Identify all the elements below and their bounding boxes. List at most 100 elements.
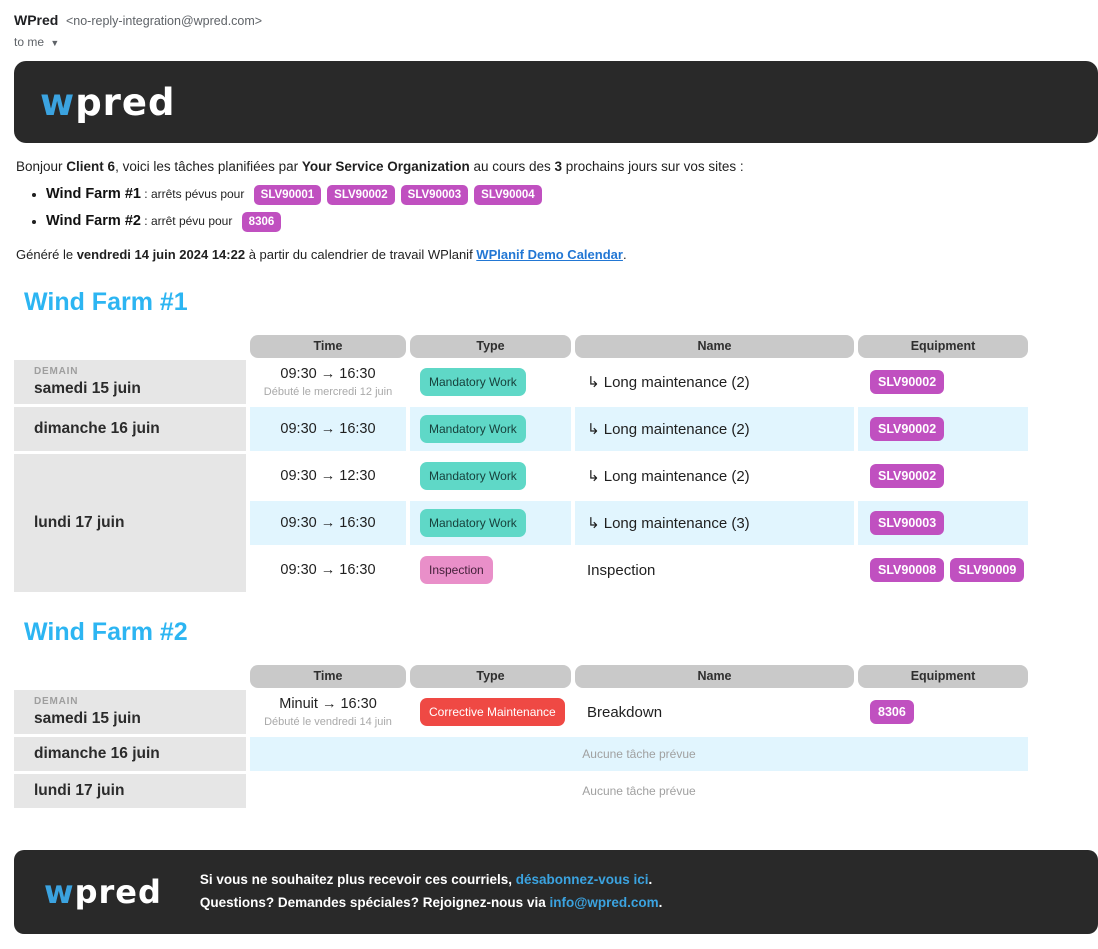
farm-section: Wind Farm #1 Time Type Name Equipment DEMAIN s… bbox=[14, 288, 1098, 592]
logo-w: w bbox=[40, 80, 76, 124]
task-name-cell: ↳ Long maintenance (2) bbox=[575, 454, 854, 498]
equipment-badge: SLV90002 bbox=[870, 370, 945, 394]
equipment-badge: SLV90008 bbox=[870, 558, 945, 582]
generated-datetime: vendredi 14 juin 2024 14:22 bbox=[76, 247, 246, 262]
intro-suffix: prochains jours sur vos sites : bbox=[562, 159, 744, 174]
header-spacer bbox=[14, 335, 246, 358]
date-label: samedi 15 juin bbox=[34, 710, 141, 727]
day-row-group: lundi 17 juin Aucune tâche prévue bbox=[14, 774, 1030, 808]
header-spacer bbox=[14, 665, 246, 688]
equipment-badge: 8306 bbox=[241, 212, 282, 232]
date-label: samedi 15 juin bbox=[34, 380, 141, 397]
footer-text: Si vous ne souhaitez plus recevoir ces c… bbox=[200, 869, 663, 915]
equipment-badge: 8306 bbox=[870, 700, 914, 724]
date-cell: DEMAIN samedi 15 juin bbox=[14, 360, 246, 404]
time-range: 09:30 → 16:30 bbox=[280, 515, 376, 531]
date-label: lundi 17 juin bbox=[34, 514, 125, 531]
day-row-group: lundi 17 juin 09:30 → 12:30 Mandatory Work… bbox=[14, 454, 1030, 592]
time-cell: 09:30 → 16:30 bbox=[250, 548, 406, 592]
unsubscribe-link[interactable]: désabonnez-vous ici bbox=[515, 872, 649, 888]
time-note: Débuté le vendredi 14 juin bbox=[264, 716, 392, 728]
type-cell: Mandatory Work bbox=[410, 360, 571, 404]
organization-name: Your Service Organization bbox=[301, 159, 470, 174]
equipment-badge: SLV90002 bbox=[327, 185, 395, 205]
chevron-down-icon: ▼ bbox=[50, 38, 60, 48]
type-cell: Mandatory Work bbox=[410, 454, 571, 498]
equipment-cell: 8306 bbox=[858, 690, 1028, 734]
farm-title: Wind Farm #1 bbox=[24, 288, 188, 316]
generated-suffix: . bbox=[622, 247, 627, 262]
contact-suffix: . bbox=[658, 895, 663, 910]
task-type-badge: Corrective Maintenance bbox=[420, 698, 565, 726]
time-cell: 09:30 → 16:30 bbox=[250, 501, 406, 545]
day-row-group: DEMAIN samedi 15 juin Minuit → 16:30 Débuté… bbox=[14, 690, 1030, 734]
site-name: Wind Farm #2 bbox=[46, 213, 141, 229]
date-cell: lundi 17 juin bbox=[14, 774, 246, 808]
recipient-dropdown[interactable]: to me ▼ bbox=[14, 35, 1098, 49]
type-cell: Inspection bbox=[410, 548, 571, 592]
calendar-link[interactable]: WPlanif Demo Calendar bbox=[476, 247, 623, 262]
site-summary-item: Wind Farm #1 : arrêts pévus pour SLV9000… bbox=[46, 185, 1098, 205]
brand-header: wpred bbox=[14, 61, 1098, 143]
unsubscribe-suffix: . bbox=[648, 872, 653, 888]
task-type-badge: Mandatory Work bbox=[420, 368, 526, 396]
equipment-badge: SLV90004 bbox=[474, 185, 542, 205]
task-name-cell: Inspection bbox=[575, 548, 854, 592]
column-header: Time bbox=[250, 665, 406, 688]
task-name-cell: ↳ Long maintenance (2) bbox=[575, 407, 854, 451]
equipment-badge: SLV90009 bbox=[950, 558, 1025, 582]
time-range: 09:30 → 16:30 bbox=[280, 562, 376, 578]
time-range: 09:30 → 12:30 bbox=[280, 468, 376, 484]
contact-email-link[interactable]: info@wpred.com bbox=[549, 895, 659, 910]
date-label: dimanche 16 juin bbox=[34, 420, 160, 437]
site-name: Wind Farm #1 bbox=[46, 186, 141, 202]
email-footer: wpred Si vous ne souhaitez plus recevoir… bbox=[14, 850, 1098, 934]
column-header: Name bbox=[575, 335, 854, 358]
time-cell: 09:30 → 16:30 Débuté le mercredi 12 juin bbox=[250, 360, 406, 404]
no-task-cell: Aucune tâche prévue bbox=[250, 737, 1028, 771]
no-task-cell: Aucune tâche prévue bbox=[250, 774, 1028, 808]
site-summary-item: Wind Farm #2 : arrêt pévu pour 8306 bbox=[46, 212, 1098, 232]
date-cell: lundi 17 juin bbox=[14, 454, 246, 592]
type-cell: Mandatory Work bbox=[410, 407, 571, 451]
column-header: Type bbox=[410, 665, 571, 688]
equipment-cell: SLV90002 bbox=[858, 360, 1028, 404]
day-row-group: DEMAIN samedi 15 juin 09:30 → 16:30 Débuté … bbox=[14, 360, 1030, 404]
contact-prefix: Questions? Demandes spéciales? Rejoignez… bbox=[199, 895, 550, 910]
table-header-row: Time Type Name Equipment bbox=[14, 335, 1030, 358]
task-name-cell: Breakdown bbox=[575, 690, 854, 734]
unsubscribe-line: Si vous ne souhaitez plus recevoir ces c… bbox=[200, 869, 663, 892]
equipment-cell: SLV90002 bbox=[858, 454, 1028, 498]
task-type-badge: Mandatory Work bbox=[420, 415, 526, 443]
date-cell: dimanche 16 juin bbox=[14, 737, 246, 771]
summary-list: Wind Farm #1 : arrêts pévus pour SLV9000… bbox=[22, 185, 1098, 232]
intro-mid2: au cours des bbox=[469, 159, 555, 174]
column-header: Equipment bbox=[858, 335, 1028, 358]
sender-line: WPred <no-reply-integration@wpred.com> bbox=[14, 12, 1098, 28]
client-name: Client 6 bbox=[66, 159, 116, 174]
wpred-logo: wpred bbox=[40, 84, 176, 121]
equipment-badge: SLV90002 bbox=[870, 417, 945, 441]
contact-line: Questions? Demandes spéciales? Rejoignez… bbox=[200, 892, 663, 915]
site-summary-text: : arrêts pévus pour bbox=[140, 187, 248, 201]
type-cell: Mandatory Work bbox=[410, 501, 571, 545]
logo-rest: pred bbox=[74, 873, 162, 911]
equipment-cell: SLV90003 bbox=[858, 501, 1028, 545]
day-row-group: dimanche 16 juin 09:30 → 16:30 Mandatory W… bbox=[14, 407, 1030, 451]
equipment-cell: SLV90002 bbox=[858, 407, 1028, 451]
equipment-badge: SLV90002 bbox=[870, 464, 945, 488]
day-row-group: dimanche 16 juin Aucune tâche prévue bbox=[14, 737, 1030, 771]
wpred-footer-logo: wpred bbox=[44, 876, 162, 908]
equipment-cell: SLV90008 SLV90009 bbox=[858, 548, 1028, 592]
farm-title: Wind Farm #2 bbox=[24, 618, 188, 646]
date-label: lundi 17 juin bbox=[34, 782, 125, 799]
column-header: Type bbox=[410, 335, 571, 358]
generated-line: Généré le vendredi 14 juin 2024 14:22 à … bbox=[16, 247, 1098, 262]
time-cell: 09:30 → 16:30 bbox=[250, 407, 406, 451]
intro-text: Bonjour Client 6, voici les tâches plani… bbox=[16, 159, 1098, 174]
table-header-row: Time Type Name Equipment bbox=[14, 665, 1030, 688]
generated-prefix: Généré le bbox=[16, 247, 77, 262]
tomorrow-tag: DEMAIN bbox=[34, 366, 79, 377]
task-type-badge: Mandatory Work bbox=[420, 509, 526, 537]
